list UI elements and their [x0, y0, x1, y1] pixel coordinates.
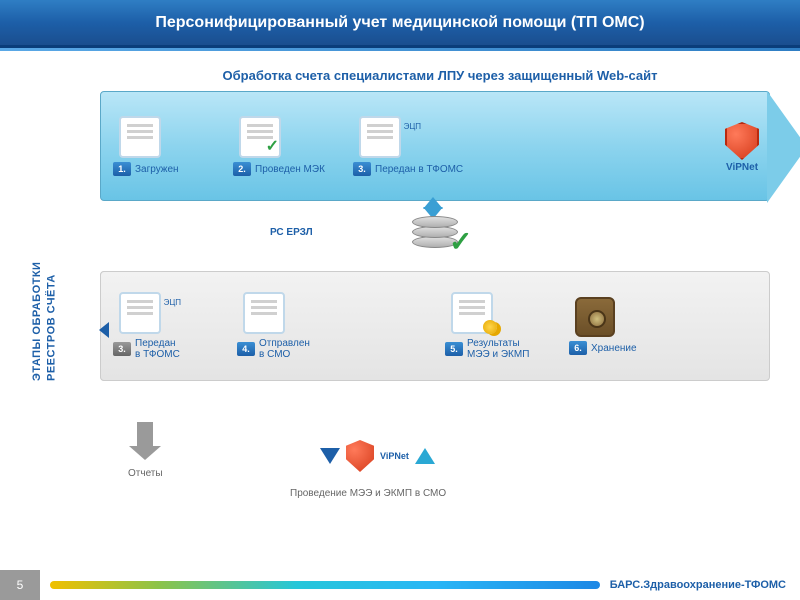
step-3: ЭЦП 3. Передан в ТФОМС [353, 116, 463, 176]
reports-label: Отчеты [128, 468, 163, 479]
document-icon [243, 292, 285, 334]
step-number-badge: 3. [353, 162, 371, 176]
top-process-band: 1. Загружен 2. Проведен МЭК ЭЦП 3. Перед… [100, 91, 770, 201]
step-2: 2. Проведен МЭК [233, 116, 343, 176]
check-icon: ✓ [449, 225, 472, 258]
step-3b: ЭЦП 3. Передан в ТФОМС [113, 292, 223, 360]
ecp-label: ЭЦП [164, 298, 181, 307]
reports-arrow: Отчеты [128, 422, 163, 479]
step-label: Результаты МЭЭ и ЭКМП [467, 338, 529, 360]
bottom-process-row: ЭЦП 3. Передан в ТФОМС 4. Отправлен в СМ… [100, 271, 770, 381]
step-label: Загружен [135, 164, 179, 175]
step-number-badge: 4. [237, 342, 255, 356]
document-icon: ЭЦП [119, 292, 161, 334]
shield-icon [346, 440, 374, 472]
ecp-label: ЭЦП [404, 122, 421, 131]
step-4: 4. Отправлен в СМО [237, 292, 347, 360]
vipnet-badge: ViPNet [725, 122, 759, 173]
arrow-up-icon [415, 448, 435, 464]
shield-icon [725, 122, 759, 160]
down-arrow-icon [137, 422, 153, 446]
step-label: Передан в ТФОМС [135, 338, 180, 360]
step-number-badge: 1. [113, 162, 131, 176]
vipnet-label: ViPNet [726, 162, 758, 173]
page-number: 5 [0, 570, 40, 600]
step-label: Отправлен в СМО [259, 338, 310, 360]
document-coins-icon [451, 292, 493, 334]
step-label: Проведен МЭК [255, 164, 325, 175]
bottom-vipnet-group: ViPNet [320, 440, 435, 472]
page-header: Персонифицированный учет медицинской пом… [0, 0, 800, 48]
step-5: 5. Результаты МЭЭ и ЭКМП [445, 292, 555, 360]
step-1: 1. Загружен [113, 116, 223, 176]
document-check-icon [239, 116, 281, 158]
step-label: Хранение [591, 343, 637, 354]
flag-corner-icon [99, 322, 109, 338]
document-icon [119, 116, 161, 158]
step-6: 6. Хранение [569, 297, 679, 355]
header-title: Персонифицированный учет медицинской пом… [155, 14, 644, 32]
rainbow-bar [50, 581, 600, 589]
database-area: РС ЕРЗЛ ✓ [100, 201, 770, 271]
subtitle: Обработка счета специалистами ЛПУ через … [110, 68, 770, 83]
arrow-down-icon [320, 448, 340, 464]
document-icon: ЭЦП [359, 116, 401, 158]
footer-brand: БАРС.Здравоохранение-ТФОМС [610, 579, 786, 591]
side-label: ЭТАПЫ ОБРАБОТКИ РЕЕСТРОВ СЧЁТА [30, 218, 59, 381]
step-number-badge: 6. [569, 341, 587, 355]
bottom-caption: Проведение МЭЭ и ЭКМП в СМО [290, 488, 446, 499]
step-number-badge: 2. [233, 162, 251, 176]
vipnet-label: ViPNet [380, 451, 409, 461]
step-number-badge: 3. [113, 342, 131, 356]
step-number-badge: 5. [445, 342, 463, 356]
footer: 5 БАРС.Здравоохранение-ТФОМС [0, 570, 800, 600]
step-label: Передан в ТФОМС [375, 164, 463, 175]
content-area: Обработка счета специалистами ЛПУ через … [0, 48, 800, 381]
safe-icon [575, 297, 615, 337]
db-label: РС ЕРЗЛ [270, 227, 313, 238]
